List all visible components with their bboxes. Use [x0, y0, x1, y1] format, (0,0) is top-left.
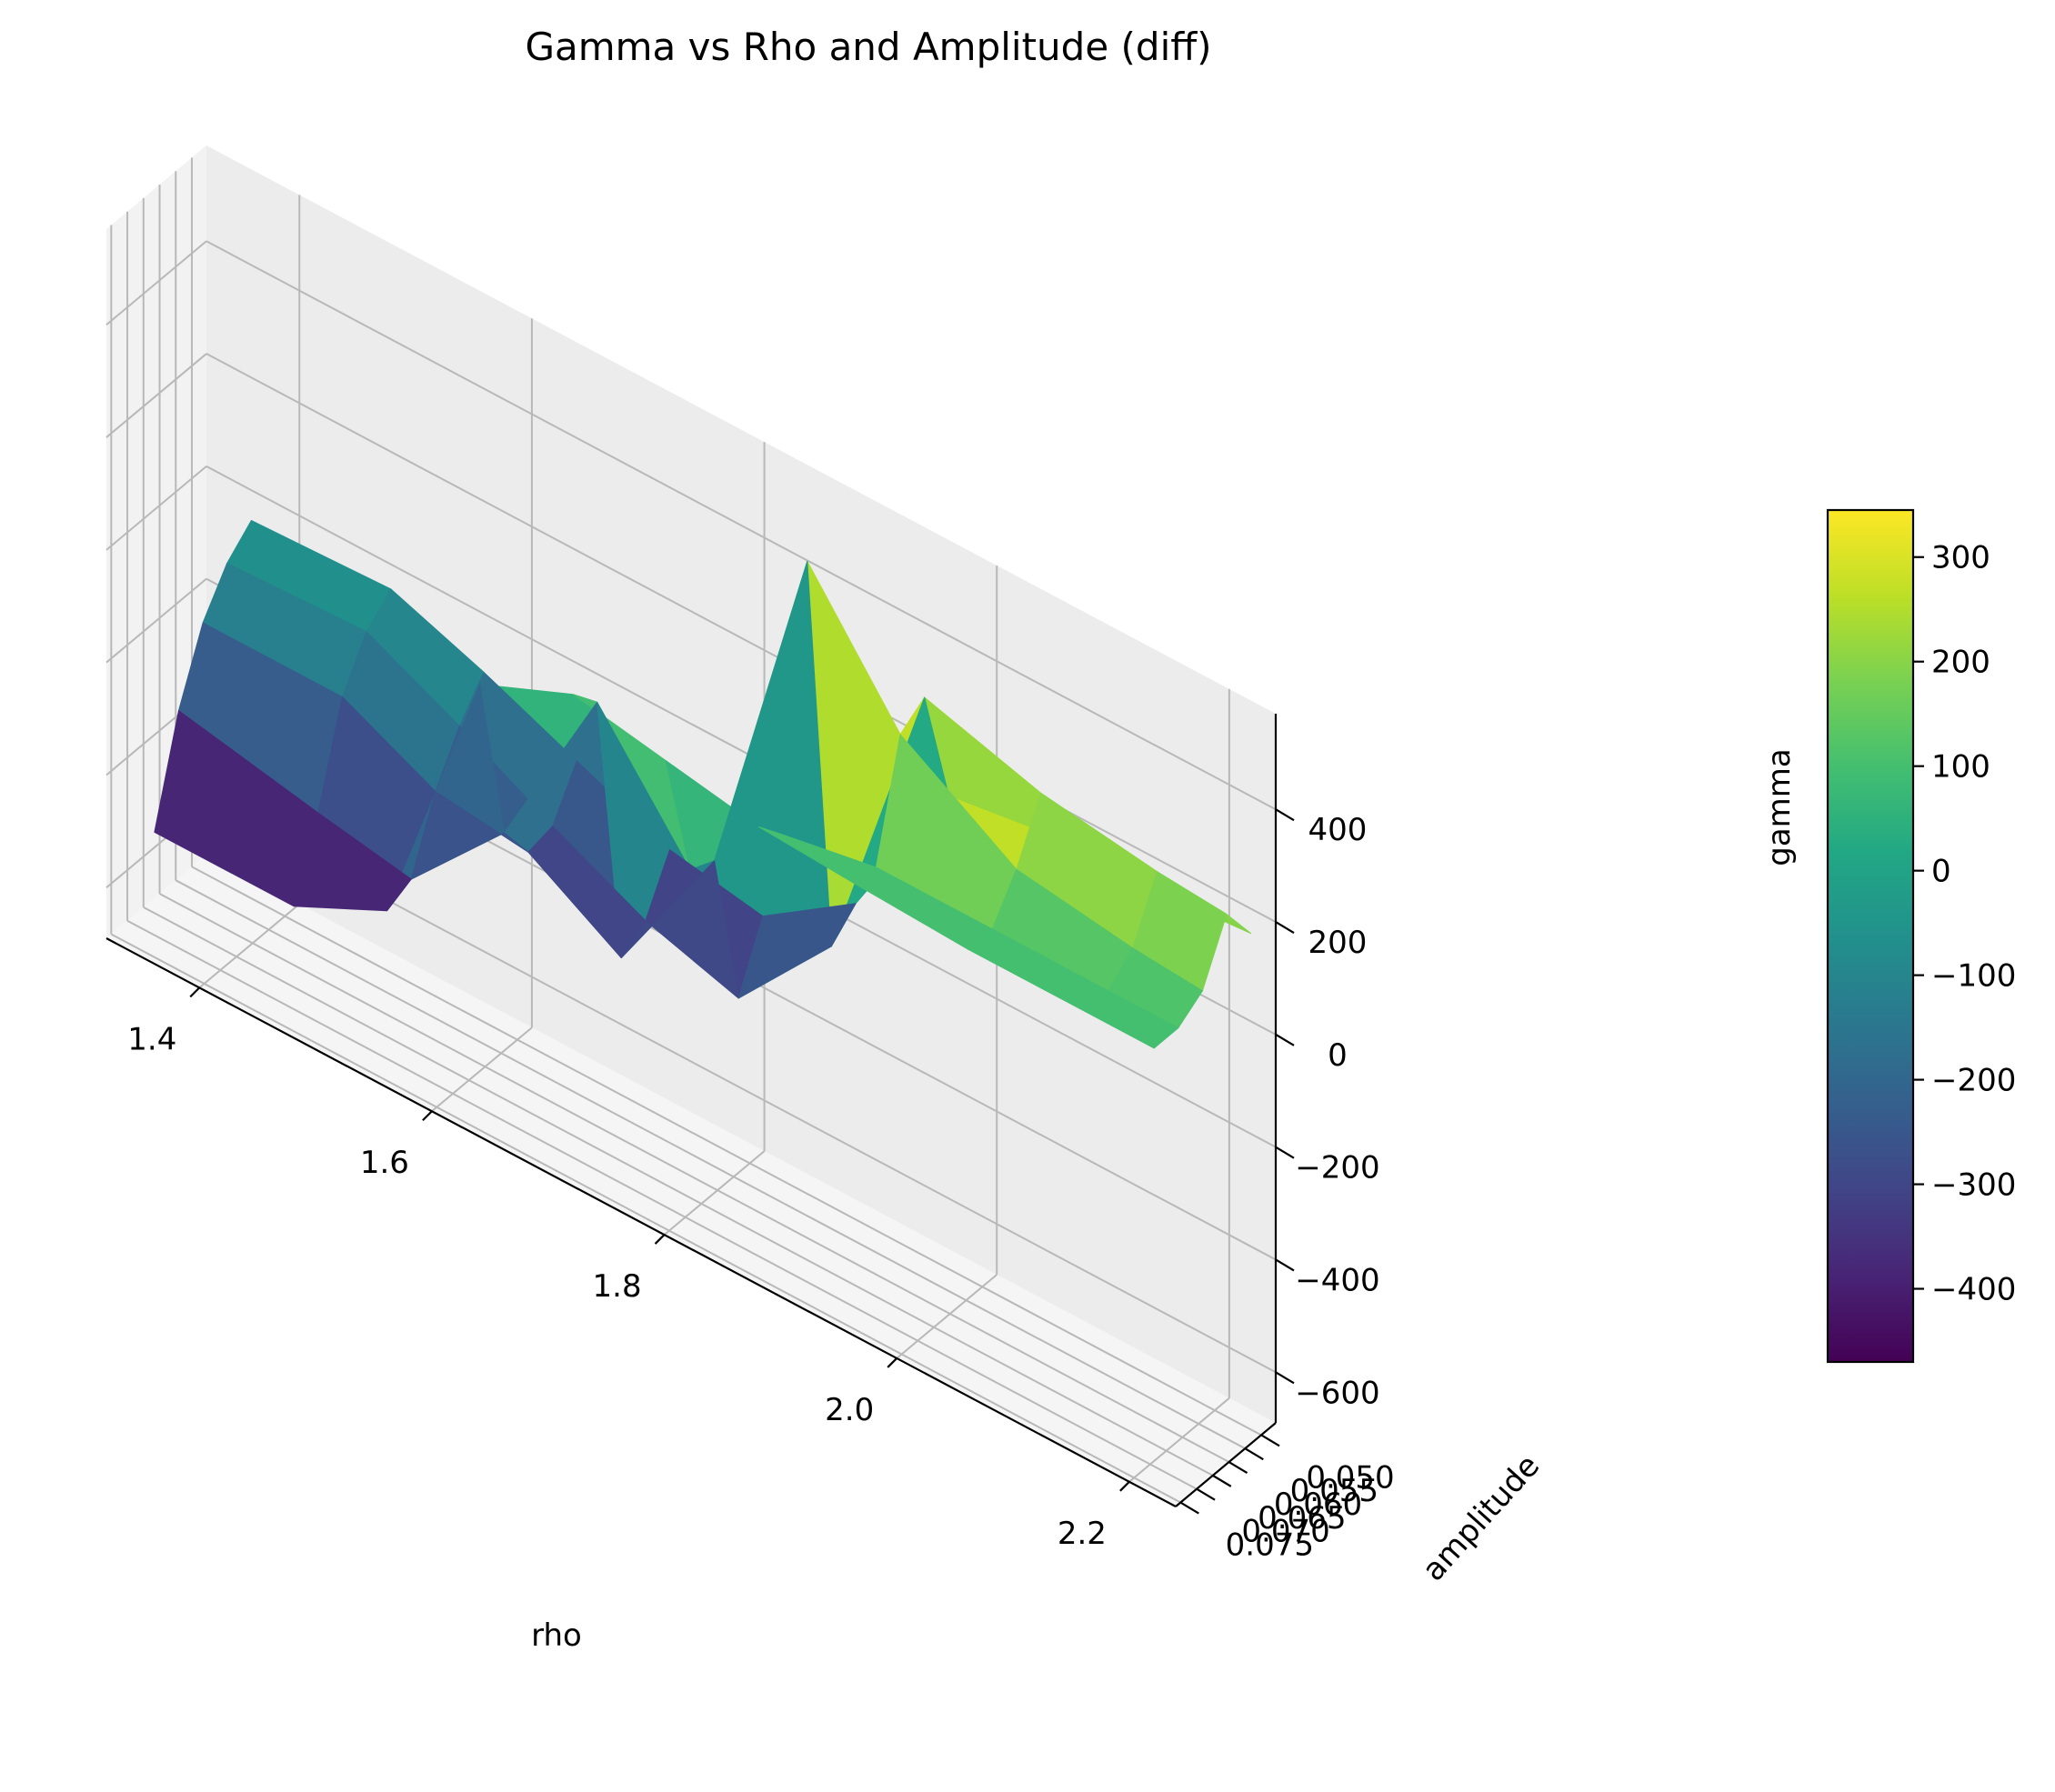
y-tick-label: 0.065 — [1258, 1500, 1346, 1537]
colorbar-tick-label: 300 — [1931, 540, 1990, 576]
x-tick — [654, 1234, 666, 1245]
floor-pane — [106, 855, 1276, 1507]
z-grid-back — [206, 240, 1277, 811]
y-tick-label: 0.060 — [1274, 1487, 1362, 1523]
colorbar-tick-label: −400 — [1931, 1272, 2016, 1308]
surface-facet — [1084, 990, 1179, 1049]
x-tick-label: 2.0 — [825, 1392, 874, 1428]
x-axis-label: rho — [531, 1617, 582, 1654]
z-tick-label: 400 — [1308, 812, 1368, 848]
z-tick — [1275, 808, 1295, 822]
z-grid-left — [105, 466, 207, 551]
z-axis-label: gamma — [1761, 748, 1798, 866]
colorbar-tick-label: −100 — [1931, 958, 2016, 995]
z-tick — [1275, 1258, 1295, 1272]
x-grid-floor — [198, 903, 300, 989]
surface-facet — [410, 791, 529, 880]
x-tick — [189, 986, 201, 998]
surface-plot — [154, 520, 1252, 1049]
x-axis-line — [105, 937, 1177, 1507]
x-tick — [1119, 1481, 1130, 1492]
z-tick — [1275, 1146, 1295, 1159]
z-grid-back — [206, 353, 1277, 923]
y-axis-label: amplitude — [1415, 1447, 1547, 1587]
colorbar-tick-label: 100 — [1931, 749, 1990, 786]
z-tick-label: −200 — [1295, 1150, 1379, 1186]
axis-lines — [105, 714, 1278, 1507]
colorbar-tick-label: −300 — [1931, 1167, 2016, 1204]
y-tick-label: 0.050 — [1306, 1459, 1394, 1496]
y-tick — [1196, 1487, 1216, 1501]
y-tick — [1179, 1501, 1199, 1515]
x-tick-label: 1.8 — [593, 1268, 642, 1305]
z-tick-label: −400 — [1295, 1263, 1379, 1299]
z-grid-left — [105, 577, 207, 664]
y-grid-floor — [143, 906, 1214, 1477]
x-grid-floor — [663, 1150, 766, 1236]
colorbar-tick-label: −200 — [1931, 1063, 2016, 1099]
z-grid-left — [105, 240, 207, 326]
y-tick-label: 0.055 — [1290, 1473, 1378, 1509]
surface-facet — [293, 812, 412, 912]
z-tick-label: 200 — [1308, 925, 1368, 961]
surface-facet — [737, 903, 857, 999]
x-grid-floor — [896, 1274, 997, 1359]
z-tick — [1275, 1033, 1295, 1046]
y-axis-line — [1175, 1422, 1277, 1507]
y-grid-floor — [126, 919, 1198, 1490]
y-tick — [1228, 1461, 1248, 1474]
surface-facet — [620, 860, 739, 999]
y-grid-floor — [191, 866, 1262, 1437]
y-tick-label: 0.070 — [1241, 1514, 1329, 1550]
colorbar: −400 −300 −200 −100 0 100 200 300 — [1826, 508, 2016, 1364]
z-grid-left — [105, 353, 207, 438]
x-tick-label: 1.4 — [127, 1021, 176, 1057]
y-grid-floor — [175, 879, 1246, 1450]
y-tick — [1260, 1434, 1280, 1447]
z-tick-label: 0 — [1328, 1037, 1348, 1074]
tick-labels: 1.4 1.6 1.8 2.0 2.2 0.0500.0550.0600.0650.070… — [127, 808, 1395, 1564]
z-tick — [1275, 1371, 1295, 1385]
chart-title: Gamma vs Rho and Amplitude (diff) — [525, 25, 1211, 69]
x-tick-label: 2.2 — [1058, 1516, 1107, 1552]
colorbar-tick-label: 200 — [1931, 645, 1990, 681]
x-tick — [422, 1110, 433, 1121]
x-tick — [887, 1357, 897, 1368]
colorbar-tick-label: 0 — [1931, 854, 1951, 890]
colorbar-bar — [1826, 508, 1915, 1364]
y-grid-floor — [110, 933, 1181, 1504]
x-tick-label: 1.6 — [360, 1145, 409, 1181]
x-grid-floor — [431, 1026, 533, 1112]
z-tick — [1275, 921, 1295, 934]
y-tick — [1212, 1474, 1232, 1487]
y-tick — [1244, 1447, 1264, 1461]
x-grid-floor — [1128, 1397, 1230, 1483]
y-grid-floor — [159, 893, 1230, 1463]
y-tick-label: 0.075 — [1226, 1527, 1314, 1564]
z-tick-label: −600 — [1295, 1375, 1379, 1411]
